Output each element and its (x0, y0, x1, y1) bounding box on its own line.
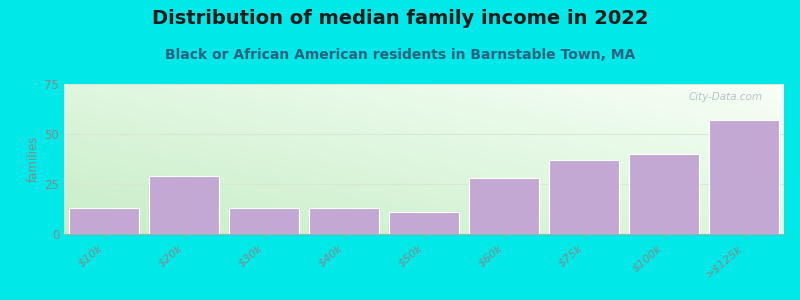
Text: Distribution of median family income in 2022: Distribution of median family income in … (152, 9, 648, 28)
Bar (69, 208, 139, 234)
Bar (629, 154, 699, 234)
Bar (229, 208, 299, 234)
Y-axis label: families: families (27, 136, 40, 182)
Bar (389, 212, 459, 234)
Text: City-Data.com: City-Data.com (688, 92, 762, 101)
Bar (469, 178, 539, 234)
Bar (709, 120, 779, 234)
Text: Black or African American residents in Barnstable Town, MA: Black or African American residents in B… (165, 48, 635, 62)
Bar (309, 208, 379, 234)
Bar (549, 160, 619, 234)
Bar (149, 176, 219, 234)
